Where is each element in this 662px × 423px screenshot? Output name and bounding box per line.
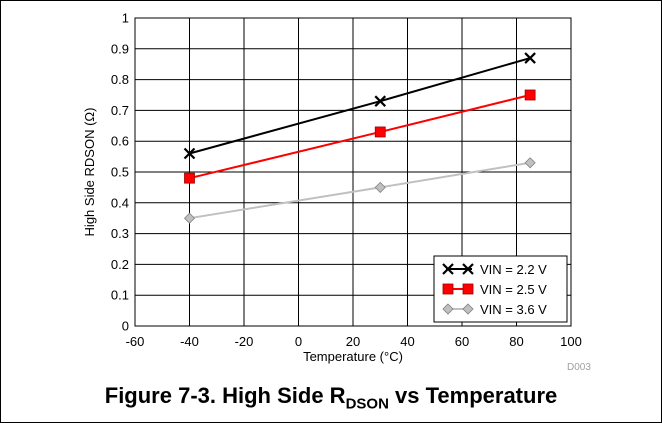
x-marker-stroke — [524, 52, 536, 64]
caption-subscript: DSON — [345, 395, 389, 413]
y-tick-label: 0.5 — [111, 165, 129, 180]
x-marker — [183, 147, 196, 160]
series-3 — [183, 157, 536, 224]
y-tick-label: 0.1 — [111, 288, 129, 303]
x-marker-stroke — [183, 147, 196, 160]
y-tick-label: 1 — [122, 11, 129, 26]
line-chart: -60 -40 -20 0 20 40 60 80 100 0 0.1 0.2 0.3 0.4 0.5 0.6… — [82, 11, 582, 365]
x-marker-stroke — [442, 263, 454, 275]
square-marker — [374, 126, 386, 138]
x-axis-label: Temperature (°C) — [303, 349, 403, 364]
y-tick-label: 0.2 — [111, 257, 129, 272]
x-marker-stroke — [462, 263, 474, 275]
x-tick-label: -40 — [180, 334, 199, 349]
x-tick-label: -60 — [126, 334, 145, 349]
figure-caption: Figure 7-3. High Side RDSON vs Temperatu… — [0, 383, 662, 412]
x-tick-label: 80 — [509, 334, 523, 349]
square-marker — [184, 172, 195, 184]
caption-prefix: Figure 7-3. High Side R — [104, 383, 346, 408]
x-tick-label: 20 — [346, 334, 360, 349]
square-marker — [524, 89, 536, 101]
x-marker — [524, 52, 536, 64]
legend-label: VIN = 2.2 V — [480, 262, 547, 277]
figure-id-label: D003 — [567, 362, 591, 373]
x-marker — [374, 95, 387, 107]
y-tick-label: 0 — [122, 319, 129, 334]
y-tick-label: 0.4 — [111, 195, 129, 210]
diamond-marker — [462, 303, 474, 315]
legend-item: VIN = 3.6 V — [442, 302, 547, 317]
x-tick-label: -20 — [235, 334, 254, 349]
y-tick-label: 0.3 — [111, 226, 129, 241]
x-marker — [462, 263, 474, 275]
plot-area-border — [134, 17, 572, 327]
tick-labels: -60 -40 -20 0 20 40 60 80 100 0 0.1 0.2 0.3 0.4 0.5 0.6… — [111, 11, 582, 350]
caption-suffix: vs Temperature — [388, 383, 558, 408]
square-marker — [442, 283, 454, 295]
y-tick-label: 0.8 — [111, 72, 129, 87]
legend-item: VIN = 2.5 V — [442, 282, 547, 297]
legend: VIN = 2.2 V VIN = 2.5 V VIN = 3.6 V — [433, 255, 568, 323]
series-layer — [183, 52, 536, 224]
y-tick-label: 0.7 — [111, 103, 129, 118]
y-tick-label: 0.6 — [111, 134, 129, 149]
diamond-marker — [374, 181, 386, 193]
y-tick-label: 0.9 — [111, 41, 129, 56]
y-axis-label: High Side RDSON (Ω) — [82, 108, 97, 237]
x-tick-label: 0 — [295, 334, 302, 349]
x-marker-stroke — [374, 95, 387, 107]
series-2 — [184, 89, 536, 184]
x-tick-label: 100 — [560, 334, 582, 349]
legend-item: VIN = 2.2 V — [442, 262, 547, 277]
series-line — [189, 161, 531, 220]
legend-label: VIN = 3.6 V — [480, 302, 547, 317]
x-marker — [442, 263, 454, 275]
series-line — [189, 57, 531, 155]
diamond-marker — [442, 303, 454, 315]
diamond-marker — [183, 212, 196, 224]
legend-label: VIN = 2.5 V — [480, 282, 547, 297]
diamond-marker — [524, 157, 536, 169]
x-tick-label: 40 — [400, 334, 414, 349]
series-1 — [183, 52, 536, 160]
square-marker — [462, 283, 474, 295]
x-tick-label: 60 — [455, 334, 469, 349]
